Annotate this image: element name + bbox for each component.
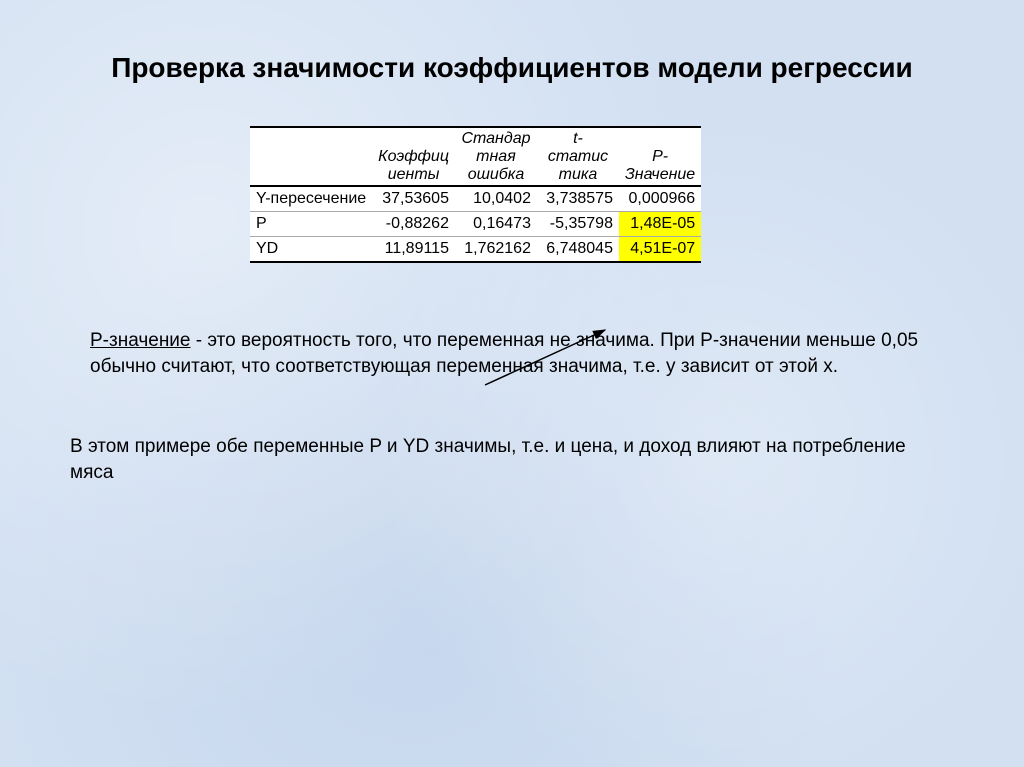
header-pvalue: P-Значение	[619, 127, 701, 186]
row-cell: 0,000966	[619, 186, 701, 212]
table-row: YD11,891151,7621626,7480454,51E-07	[250, 237, 701, 263]
row-label: YD	[250, 237, 372, 263]
regression-table: Коэффициенты Стандартнаяошибка t-статист…	[250, 126, 701, 263]
slide: Проверка значимости коэффициентов модели…	[0, 0, 1024, 767]
p-value-text: - это вероятность того, что переменная н…	[90, 330, 918, 377]
regression-table-container: Коэффициенты Стандартнаяошибка t-статист…	[250, 126, 701, 263]
row-cell: -5,35798	[537, 212, 619, 237]
row-label: P	[250, 212, 372, 237]
table-row: P-0,882620,16473-5,357981,48E-05	[250, 212, 701, 237]
row-cell: -0,88262	[372, 212, 455, 237]
header-tstat: t-статистика	[537, 127, 619, 186]
row-cell: 3,738575	[537, 186, 619, 212]
p-value-explanation: Р-значение - это вероятность того, что п…	[90, 328, 934, 379]
header-se: Стандартнаяошибка	[455, 127, 537, 186]
row-cell: 1,48E-05	[619, 212, 701, 237]
slide-title: Проверка значимости коэффициентов модели…	[60, 50, 964, 86]
row-cell: 1,762162	[455, 237, 537, 263]
row-cell: 6,748045	[537, 237, 619, 263]
table-header-row: Коэффициенты Стандартнаяошибка t-статист…	[250, 127, 701, 186]
header-empty	[250, 127, 372, 186]
header-coef: Коэффициенты	[372, 127, 455, 186]
table-row: Y-пересечение37,5360510,04023,7385750,00…	[250, 186, 701, 212]
row-label: Y-пересечение	[250, 186, 372, 212]
row-cell: 0,16473	[455, 212, 537, 237]
row-cell: 4,51E-07	[619, 237, 701, 263]
table-body: Y-пересечение37,5360510,04023,7385750,00…	[250, 186, 701, 262]
row-cell: 37,53605	[372, 186, 455, 212]
p-value-term: Р-значение	[90, 330, 191, 351]
row-cell: 10,0402	[455, 186, 537, 212]
row-cell: 11,89115	[372, 237, 455, 263]
conclusion-text: В этом примере обе переменные P и YD зна…	[70, 434, 954, 485]
